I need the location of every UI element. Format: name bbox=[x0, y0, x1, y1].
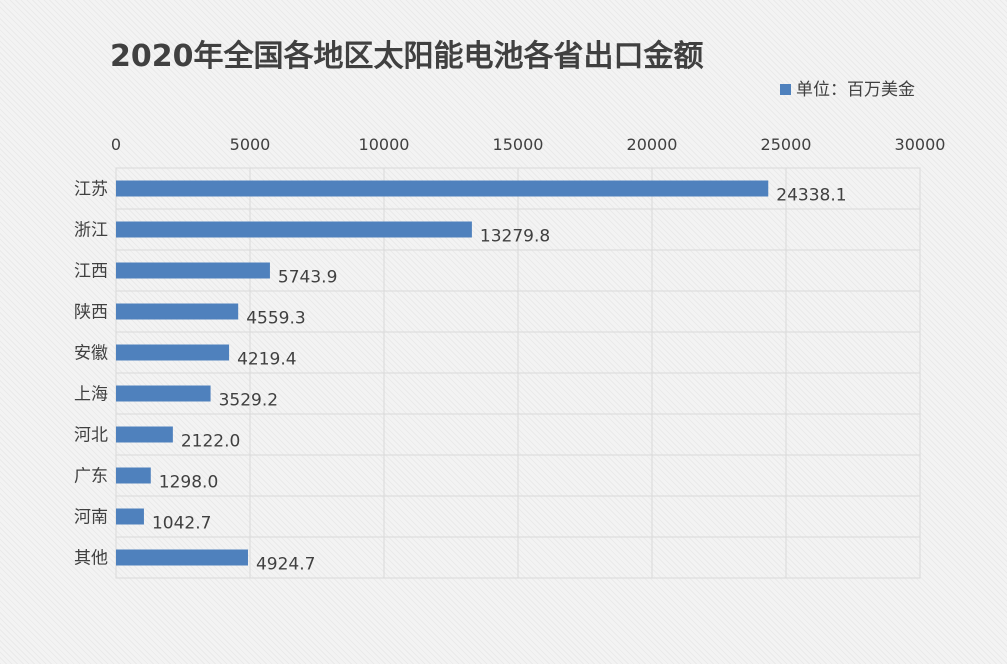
bar bbox=[116, 467, 151, 484]
category-label: 江苏 bbox=[74, 180, 108, 200]
data-label: 3529.2 bbox=[219, 391, 278, 411]
x-tick-label: 10000 bbox=[359, 135, 410, 154]
legend-swatch bbox=[780, 84, 791, 95]
category-label: 其他 bbox=[74, 549, 108, 569]
x-tick-label: 5000 bbox=[230, 135, 271, 154]
bar bbox=[116, 262, 270, 279]
data-label: 2122.0 bbox=[181, 432, 240, 452]
x-tick-label: 20000 bbox=[627, 135, 678, 154]
x-tick-label: 30000 bbox=[895, 135, 946, 154]
legend-label: 单位：百万美金 bbox=[796, 80, 915, 100]
data-label: 4559.3 bbox=[246, 309, 305, 329]
category-label: 广东 bbox=[74, 467, 108, 487]
legend: 单位：百万美金 bbox=[780, 80, 915, 100]
category-label: 河南 bbox=[74, 508, 108, 528]
category-label: 安徽 bbox=[74, 344, 108, 364]
x-tick-label: 15000 bbox=[493, 135, 544, 154]
data-label: 1042.7 bbox=[152, 514, 211, 534]
bar bbox=[116, 303, 239, 320]
bar bbox=[116, 344, 230, 361]
category-label: 陕西 bbox=[74, 303, 108, 323]
bar bbox=[116, 221, 472, 238]
x-tick-label: 0 bbox=[111, 135, 121, 154]
bar bbox=[116, 180, 769, 197]
data-label: 5743.9 bbox=[278, 268, 337, 288]
category-label: 上海 bbox=[74, 385, 108, 405]
category-label: 河北 bbox=[74, 426, 108, 446]
data-label: 24338.1 bbox=[776, 186, 846, 206]
bar bbox=[116, 549, 248, 566]
chart-title: 2020年全国各地区太阳能电池各省出口金额 bbox=[110, 39, 704, 74]
data-label: 13279.8 bbox=[480, 227, 550, 247]
bar bbox=[116, 508, 144, 525]
plot-area: 0 5000 10000 15000 20000 25000 30000 江苏 24338.1 浙… bbox=[74, 135, 946, 579]
bar bbox=[116, 385, 211, 402]
x-tick-label: 25000 bbox=[761, 135, 812, 154]
category-label: 江西 bbox=[74, 262, 108, 282]
data-label: 1298.0 bbox=[159, 473, 218, 493]
data-label: 4924.7 bbox=[256, 555, 315, 575]
category-label: 浙江 bbox=[74, 221, 108, 241]
bar bbox=[116, 426, 173, 443]
data-label: 4219.4 bbox=[237, 350, 296, 370]
